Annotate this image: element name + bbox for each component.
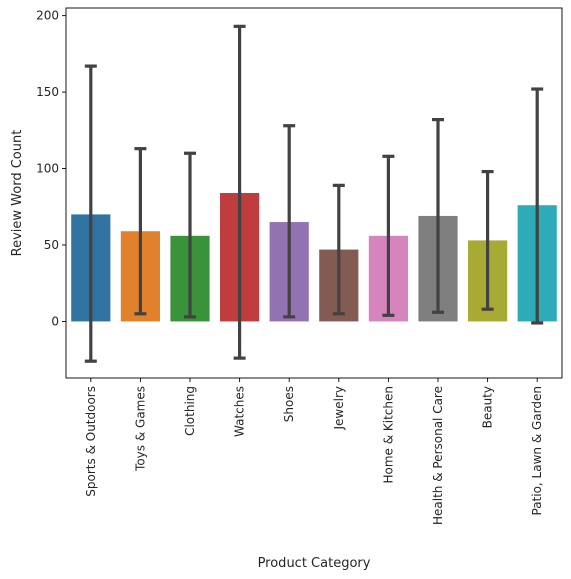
plot-frame — [65, 7, 563, 379]
y-axis: 0 50 100 150 200 — [36, 9, 66, 328]
x-tick-label: Health & Personal Care — [431, 386, 445, 525]
bars-layer — [71, 193, 557, 322]
x-tick-label: Toys & Games — [133, 386, 147, 472]
x-tick-label: Sports & Outdoors — [84, 386, 98, 497]
x-tick-label: Home & Kitchen — [381, 386, 395, 484]
y-axis-label: Review Word Count — [10, 130, 25, 257]
y-tick-label: 50 — [44, 238, 59, 252]
x-tick-label: Beauty — [481, 386, 495, 428]
y-tick-label: 150 — [36, 85, 59, 99]
x-axis-label: Product Category — [258, 556, 371, 571]
y-tick-label: 200 — [36, 9, 59, 23]
x-tick-label: Watches — [233, 386, 247, 437]
x-tick-label: Patio, Lawn & Garden — [530, 386, 544, 516]
errorbars-layer — [84, 24, 544, 363]
x-tick-label: Jewelry — [332, 386, 346, 431]
x-tick-label: Clothing — [183, 386, 197, 436]
x-tick-label: Shoes — [282, 386, 296, 422]
x-axis: Sports & Outdoors Toys & Games Clothing Wat… — [84, 378, 544, 525]
y-tick-label: 100 — [36, 162, 59, 176]
y-tick-label: 0 — [51, 314, 59, 328]
